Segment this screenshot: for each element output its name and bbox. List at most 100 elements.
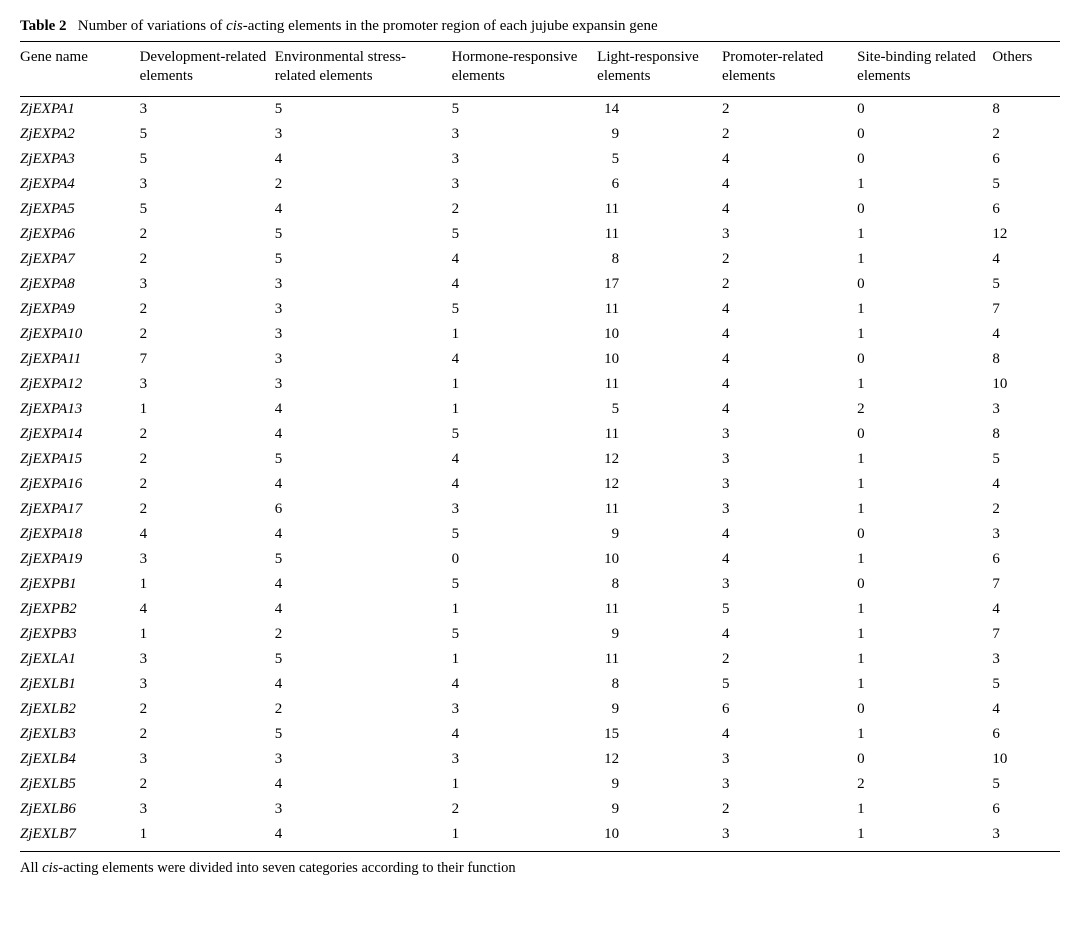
table-row: ZjEXLB325415416 [20, 722, 1060, 747]
cell-value: 3 [140, 547, 275, 572]
cell-gene: ZjEXPB2 [20, 597, 140, 622]
cell-value: 5 [452, 96, 598, 122]
cell-value: 1 [857, 797, 992, 822]
cell-value: 5 [452, 622, 598, 647]
cell-value: 0 [857, 697, 992, 722]
cell-value: 0 [857, 422, 992, 447]
cell-gene: ZjEXLB4 [20, 747, 140, 772]
table-body: ZjEXPA135514208ZjEXPA25339202ZjEXPA35435… [20, 96, 1060, 851]
cell-value: 1 [452, 822, 598, 852]
cell-value: 1 [857, 497, 992, 522]
cell-value: 5 [452, 522, 598, 547]
table-row: ZjEXPA554211406 [20, 197, 1060, 222]
cell-value: 2 [992, 497, 1060, 522]
cell-value: 1 [452, 397, 598, 422]
cell-value: 4 [722, 347, 857, 372]
cell-value: 2 [140, 447, 275, 472]
cell-gene: ZjEXPA18 [20, 522, 140, 547]
cell-gene: ZjEXLB3 [20, 722, 140, 747]
cell-value: 6 [722, 697, 857, 722]
cell-value: 1 [140, 622, 275, 647]
cell-value: 5 [992, 672, 1060, 697]
cell-value: 2 [722, 272, 857, 297]
cell-value: 0 [857, 197, 992, 222]
cell-value: 2 [275, 697, 452, 722]
cell-value: 5 [275, 647, 452, 672]
cell-value: 4 [722, 322, 857, 347]
cell-gene: ZjEXPA5 [20, 197, 140, 222]
cell-value: 4 [992, 472, 1060, 497]
table-row: ZjEXPA1525412315 [20, 447, 1060, 472]
cell-value: 6 [992, 547, 1060, 572]
cell-value: 1 [857, 547, 992, 572]
col-header-light: Light-responsive elements [597, 42, 722, 97]
cell-value: 2 [275, 172, 452, 197]
cell-value: 3 [452, 122, 598, 147]
cell-value: 11 [597, 647, 722, 672]
header-row: Gene name Development-related elements E… [20, 42, 1060, 97]
cell-value: 4 [275, 397, 452, 422]
table-row: ZjEXLA135111213 [20, 647, 1060, 672]
col-header-development: Development-related elements [140, 42, 275, 97]
cell-value: 17 [597, 272, 722, 297]
cell-value: 3 [722, 572, 857, 597]
cell-value: 7 [992, 572, 1060, 597]
cell-gene: ZjEXPA12 [20, 372, 140, 397]
cell-value: 12 [597, 747, 722, 772]
cell-value: 5 [275, 722, 452, 747]
cell-value: 0 [857, 522, 992, 547]
cell-value: 1 [140, 397, 275, 422]
cell-value: 3 [722, 472, 857, 497]
cell-value: 10 [992, 747, 1060, 772]
cell-value: 3 [275, 122, 452, 147]
cell-value: 7 [992, 297, 1060, 322]
cell-value: 6 [992, 197, 1060, 222]
cell-value: 3 [140, 747, 275, 772]
cell-gene: ZjEXPA7 [20, 247, 140, 272]
cell-value: 9 [597, 522, 722, 547]
cell-value: 3 [140, 272, 275, 297]
cell-value: 2 [857, 397, 992, 422]
table-row: ZjEXPA923511417 [20, 297, 1060, 322]
cell-value: 3 [275, 297, 452, 322]
cell-value: 4 [722, 372, 857, 397]
cell-value: 10 [597, 822, 722, 852]
cell-value: 4 [992, 697, 1060, 722]
table-row: ZjEXPA35435406 [20, 147, 1060, 172]
cell-gene: ZjEXPA2 [20, 122, 140, 147]
cell-value: 4 [275, 472, 452, 497]
cell-value: 11 [597, 597, 722, 622]
cell-value: 5 [275, 447, 452, 472]
cell-value: 3 [722, 772, 857, 797]
cell-value: 11 [597, 197, 722, 222]
cell-value: 1 [452, 597, 598, 622]
cell-value: 3 [992, 647, 1060, 672]
cell-value: 5 [722, 597, 857, 622]
cell-value: 3 [722, 747, 857, 772]
cell-value: 8 [992, 422, 1060, 447]
cell-value: 1 [140, 822, 275, 852]
cell-value: 9 [597, 622, 722, 647]
cell-value: 4 [140, 522, 275, 547]
table-footnote: All cis-acting elements were divided int… [20, 860, 1060, 877]
cell-value: 2 [140, 422, 275, 447]
cell-value: 11 [597, 297, 722, 322]
cell-value: 3 [992, 397, 1060, 422]
cell-value: 1 [140, 572, 275, 597]
cell-value: 1 [857, 322, 992, 347]
cell-value: 8 [597, 572, 722, 597]
cell-value: 12 [992, 222, 1060, 247]
cell-value: 5 [275, 247, 452, 272]
cell-value: 3 [992, 822, 1060, 852]
cell-value: 4 [722, 522, 857, 547]
cell-value: 11 [597, 372, 722, 397]
table-row: ZjEXPA833417205 [20, 272, 1060, 297]
cell-value: 4 [275, 147, 452, 172]
cell-value: 4 [722, 722, 857, 747]
col-header-gene: Gene name [20, 42, 140, 97]
table-row: ZjEXPA72548214 [20, 247, 1060, 272]
cell-value: 4 [140, 597, 275, 622]
cell-value: 2 [140, 247, 275, 272]
cell-value: 10 [992, 372, 1060, 397]
cell-value: 0 [857, 122, 992, 147]
